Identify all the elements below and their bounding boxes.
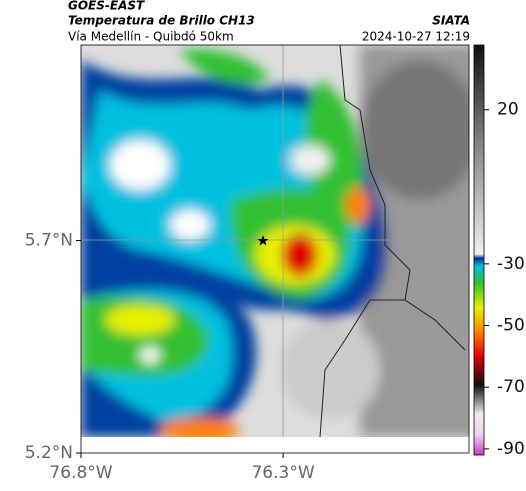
timestamp: 2024-10-27 12:19: [362, 30, 470, 44]
brand: SIATA: [432, 14, 470, 28]
y-tick-label: 5.7°N: [25, 231, 73, 251]
x-tick-label: 76.8°W: [49, 463, 112, 483]
subtitle: Vía Medellín - Quibdó 50km: [68, 30, 234, 44]
y-tick-label: 5.2°N: [25, 443, 73, 463]
source: GOES-EAST: [68, 0, 145, 13]
map-frame: [80, 44, 470, 454]
title: Temperatura de Brillo CH13: [68, 14, 255, 28]
colorbar-tick-label: -50: [497, 316, 525, 336]
colorbar-tick-label: -30: [497, 254, 525, 274]
colorbar: [473, 44, 485, 456]
colorbar-tick-label: -70: [497, 377, 525, 397]
imagery: [81, 45, 469, 437]
colorbar-tick-label: -90: [497, 439, 525, 459]
x-tick-label: 76.3°W: [251, 463, 314, 483]
colorbar-tick-label: 20: [497, 100, 519, 120]
